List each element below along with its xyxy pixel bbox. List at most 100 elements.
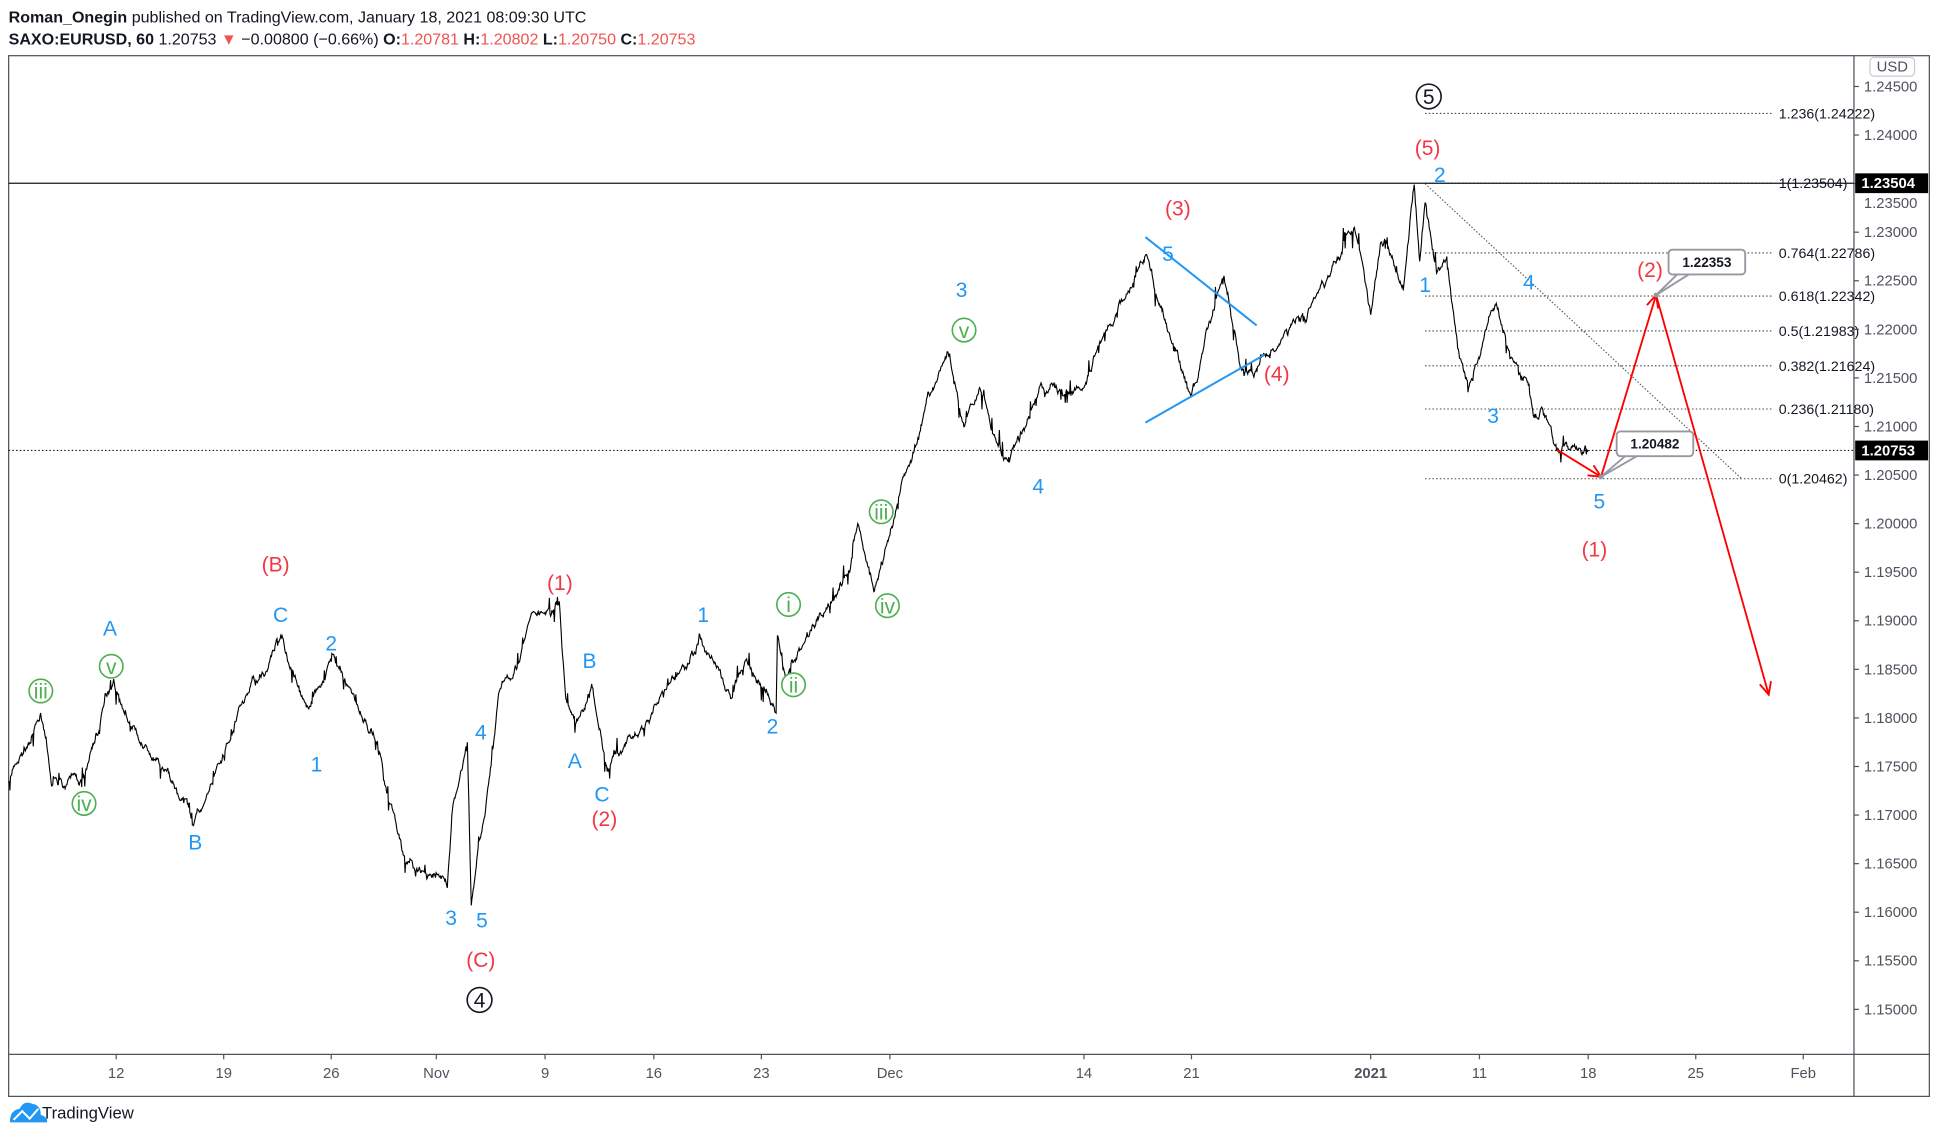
wave-label: iii: [34, 681, 48, 704]
fib-level-label: 0.618(1.22342): [1779, 289, 1875, 305]
plot-area[interactable]: 1.236(1.24222) 1(1.23504) 0.764(1.22786) 0.…: [8, 83, 1875, 1014]
dotted-trendline: [1424, 183, 1743, 480]
price-tick-label: 1.24500: [1864, 79, 1918, 95]
wave-label: 4: [1523, 272, 1535, 295]
wave-label-circle: [874, 593, 900, 619]
price-badge: [1855, 440, 1929, 461]
time-tick-label: 25: [1688, 1066, 1705, 1082]
wave-label: 1: [311, 754, 323, 777]
price-tick-label: 1.17000: [1864, 808, 1918, 824]
price-axis[interactable]: 1.24500 1.24000 1.23500 1.23000 1.22500 1.220…: [1853, 79, 1929, 1018]
wave-label: 5: [1162, 243, 1174, 266]
tradingview-cloud-icon: [9, 1102, 48, 1123]
fib-level-label: 0.764(1.22786): [1779, 246, 1875, 262]
price-tick-label: 1.15000: [1864, 1002, 1918, 1018]
wave-label: (5): [1415, 137, 1441, 160]
wave-label: iv: [880, 595, 896, 618]
wave-label: 2: [767, 715, 779, 738]
close-value: 1.20753: [637, 31, 695, 49]
time-tick-label: 9: [541, 1066, 549, 1082]
wave-label: C: [594, 783, 609, 806]
wave-label-circle: [776, 591, 802, 618]
price-tick-label: 1.18000: [1864, 711, 1918, 727]
wave-label-circle: [466, 986, 493, 1014]
price-callout-box: [1667, 248, 1747, 276]
fib-level-label: 1.236(1.24222): [1779, 106, 1875, 122]
down-triangle-icon: ▼: [216, 31, 236, 49]
wave-label: 3: [445, 907, 457, 930]
price-tick-label: 1.21500: [1864, 371, 1918, 387]
symbol-legend: SAXO:EURUSD, 60 1.20753 ▼ −0.00800 (−0.6…: [9, 31, 696, 49]
wave-label: v: [959, 320, 970, 343]
price-tick-label: 1.20500: [1864, 468, 1918, 484]
wave-label: C: [273, 604, 288, 627]
wave-label-circle: [1415, 83, 1442, 110]
wave-label: iii: [874, 501, 888, 524]
wave-label: 3: [1487, 405, 1499, 428]
wave-label: A: [568, 750, 582, 773]
wave-label: A: [103, 618, 117, 641]
time-tick-label: 18: [1580, 1066, 1597, 1082]
price-tick-label: 1.21000: [1864, 419, 1918, 435]
time-tick-label: 16: [646, 1066, 663, 1082]
time-tick-label: 11: [1472, 1066, 1487, 1082]
wave-label: 2: [325, 633, 337, 656]
publish-info: Roman_Onegin published on TradingView.co…: [9, 8, 587, 26]
fib-level-label: 0(1.20462): [1779, 472, 1848, 488]
wave-label-circle: [71, 790, 97, 816]
time-tick-label: 2021: [1354, 1066, 1387, 1082]
published-text: published on TradingView.com, January 18…: [127, 8, 586, 26]
symbol-name[interactable]: SAXO:EURUSD, 60: [9, 31, 154, 49]
wave-label: 5: [1423, 86, 1435, 109]
wave-label: 1: [1419, 274, 1431, 297]
close-label: C:: [616, 31, 637, 49]
price-tick-label: 1.18500: [1864, 662, 1918, 678]
wave-label-circle: [951, 317, 977, 343]
high-label: H:: [459, 31, 480, 49]
wave-label: v: [106, 656, 117, 679]
tradingview-logo[interactable]: TradingView: [9, 1102, 135, 1123]
wave-label: 2: [1434, 164, 1446, 187]
projection-arrow-line: [1556, 449, 1602, 478]
wave-label-circle: [868, 499, 894, 525]
wave-label: 4: [1032, 476, 1044, 499]
low-value: 1.20750: [558, 31, 616, 49]
currency-label: USD: [1877, 60, 1908, 76]
price-tick-label: 1.19000: [1864, 614, 1918, 630]
price-tick-label: 1.17500: [1864, 759, 1918, 775]
low-label: L:: [538, 31, 558, 49]
time-tick-label: Nov: [423, 1066, 450, 1082]
price-tick-label: 1.15500: [1864, 954, 1918, 970]
wave-label: (B): [262, 553, 290, 576]
time-tick-label: Dec: [877, 1066, 904, 1082]
price-tick-label: 1.22000: [1864, 322, 1918, 338]
fib-level-label: 0.5(1.21983): [1779, 324, 1860, 340]
arrowhead-icon: [1587, 464, 1603, 478]
author-name[interactable]: Roman_Onegin: [9, 8, 128, 26]
brand-name: TradingView: [42, 1104, 135, 1123]
callout-price-label: 1.20482: [1630, 437, 1680, 452]
callout-anchor-dot: [1598, 474, 1604, 480]
wave-label: B: [583, 650, 597, 673]
fib-level-label: 0.382(1.21624): [1779, 359, 1875, 375]
price-tick-label: 1.22500: [1864, 274, 1918, 290]
chart-frame: [8, 55, 1930, 1097]
wave-label: iv: [76, 793, 92, 816]
projection-arrow-line: [1655, 294, 1770, 695]
currency-button[interactable]: USD: [1869, 56, 1916, 77]
time-tick-label: 12: [108, 1066, 125, 1082]
price-badge: [1855, 173, 1929, 194]
time-axis[interactable]: 12 19 26 Nov 9 16 23 Dec 14 21 2021 11 18 25 Feb: [108, 1054, 1816, 1082]
wave-label: 1: [697, 604, 709, 627]
callout-anchor-dot: [1653, 292, 1659, 298]
price-callout-box: [1615, 430, 1695, 458]
open-value: 1.20781: [401, 31, 459, 49]
wave-label-circle: [780, 672, 807, 698]
wave-label: (C): [466, 949, 495, 972]
wave-label: (4): [1264, 363, 1290, 386]
time-tick-label: 23: [753, 1066, 770, 1082]
price-line: [8, 184, 1589, 906]
price-tick-label: 1.19500: [1864, 565, 1918, 581]
time-tick-label: 14: [1076, 1066, 1093, 1082]
